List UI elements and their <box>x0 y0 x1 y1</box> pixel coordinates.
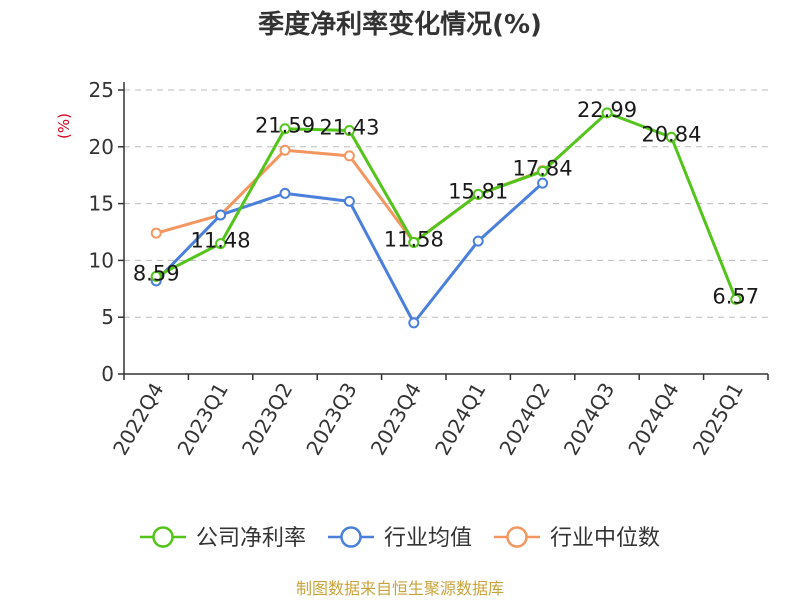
data-point <box>343 150 355 162</box>
y-axis-unit-label: (%) <box>55 113 73 139</box>
x-tick-label: 2022Q4 <box>108 379 168 460</box>
data-point <box>343 125 355 137</box>
data-label: 6.57 <box>712 284 759 308</box>
data-label: 11.58 <box>384 227 444 251</box>
x-tick-label: 2023Q3 <box>301 379 361 460</box>
y-tick-label: 20 <box>89 135 114 159</box>
y-tick-label: 10 <box>89 248 114 272</box>
series-layer <box>150 107 742 329</box>
y-tick-label: 15 <box>89 192 114 216</box>
data-label: 11.48 <box>191 229 251 253</box>
data-point <box>730 293 742 305</box>
series-0 <box>150 107 742 305</box>
data-point <box>665 131 677 143</box>
data-label: 21.59 <box>255 114 315 138</box>
data-point <box>408 236 420 248</box>
x-tick-label: 2024Q3 <box>559 379 619 460</box>
legend-item: 行业中位数 <box>494 526 660 551</box>
chart-title: 季度净利率变化情况(%) <box>258 9 542 40</box>
legend-item: 行业均值 <box>328 526 472 551</box>
data-point <box>343 195 355 207</box>
data-point <box>215 209 227 221</box>
legend-swatch-marker <box>340 526 362 548</box>
data-point <box>150 227 162 239</box>
data-point <box>279 123 291 135</box>
legend-label: 公司净利率 <box>196 526 306 551</box>
grid-layer <box>124 89 768 318</box>
data-point <box>279 144 291 156</box>
y-tick-label: 0 <box>101 362 114 386</box>
data-point <box>408 317 420 329</box>
y-tick-label: 5 <box>101 305 114 329</box>
legend-swatch-marker <box>506 526 528 548</box>
x-tick-label: 2023Q4 <box>366 379 426 460</box>
data-point <box>472 235 484 247</box>
legend-item: 公司净利率 <box>140 526 306 551</box>
source-note: 制图数据来自恒生聚源数据库 <box>296 579 504 598</box>
legend-label: 行业均值 <box>384 526 472 551</box>
y-tick-label: 25 <box>89 78 114 102</box>
data-point <box>601 107 613 119</box>
x-tick-label: 2025Q1 <box>688 379 748 460</box>
data-point <box>537 177 549 189</box>
x-tick-label: 2024Q1 <box>430 379 490 460</box>
x-tick-label: 2023Q1 <box>172 379 232 460</box>
data-point <box>150 270 162 282</box>
legend: 公司净利率 行业均值 行业中位数 <box>140 526 660 551</box>
legend-swatch-marker <box>152 526 174 548</box>
x-tick-label: 2024Q4 <box>623 379 683 460</box>
data-label: 15.81 <box>448 179 508 203</box>
legend-label: 行业中位数 <box>550 526 660 551</box>
data-point <box>215 238 227 250</box>
data-label: 22.99 <box>577 98 637 122</box>
data-point <box>537 165 549 177</box>
data-label: 8.59 <box>133 261 180 285</box>
data-label: 20.84 <box>641 122 701 146</box>
data-point <box>472 188 484 200</box>
x-tick-label: 2024Q2 <box>494 379 554 460</box>
data-label: 21.43 <box>319 116 379 140</box>
series-line <box>155 111 738 300</box>
data-point <box>279 187 291 199</box>
series-1 <box>150 177 549 329</box>
data-label: 17.84 <box>513 156 573 180</box>
x-tick-label: 2023Q2 <box>237 379 297 460</box>
